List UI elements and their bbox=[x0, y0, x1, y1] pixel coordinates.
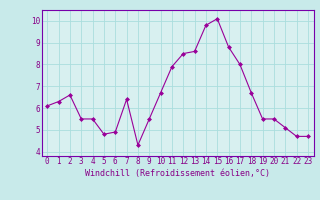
X-axis label: Windchill (Refroidissement éolien,°C): Windchill (Refroidissement éolien,°C) bbox=[85, 169, 270, 178]
